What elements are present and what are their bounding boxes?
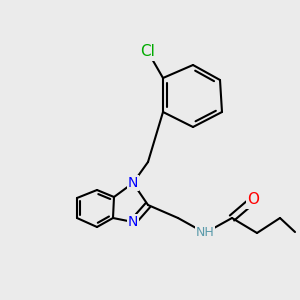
Text: N: N xyxy=(128,215,138,229)
Text: O: O xyxy=(247,193,259,208)
Text: NH: NH xyxy=(196,226,214,239)
Text: N: N xyxy=(128,176,138,190)
Text: Cl: Cl xyxy=(141,44,155,59)
